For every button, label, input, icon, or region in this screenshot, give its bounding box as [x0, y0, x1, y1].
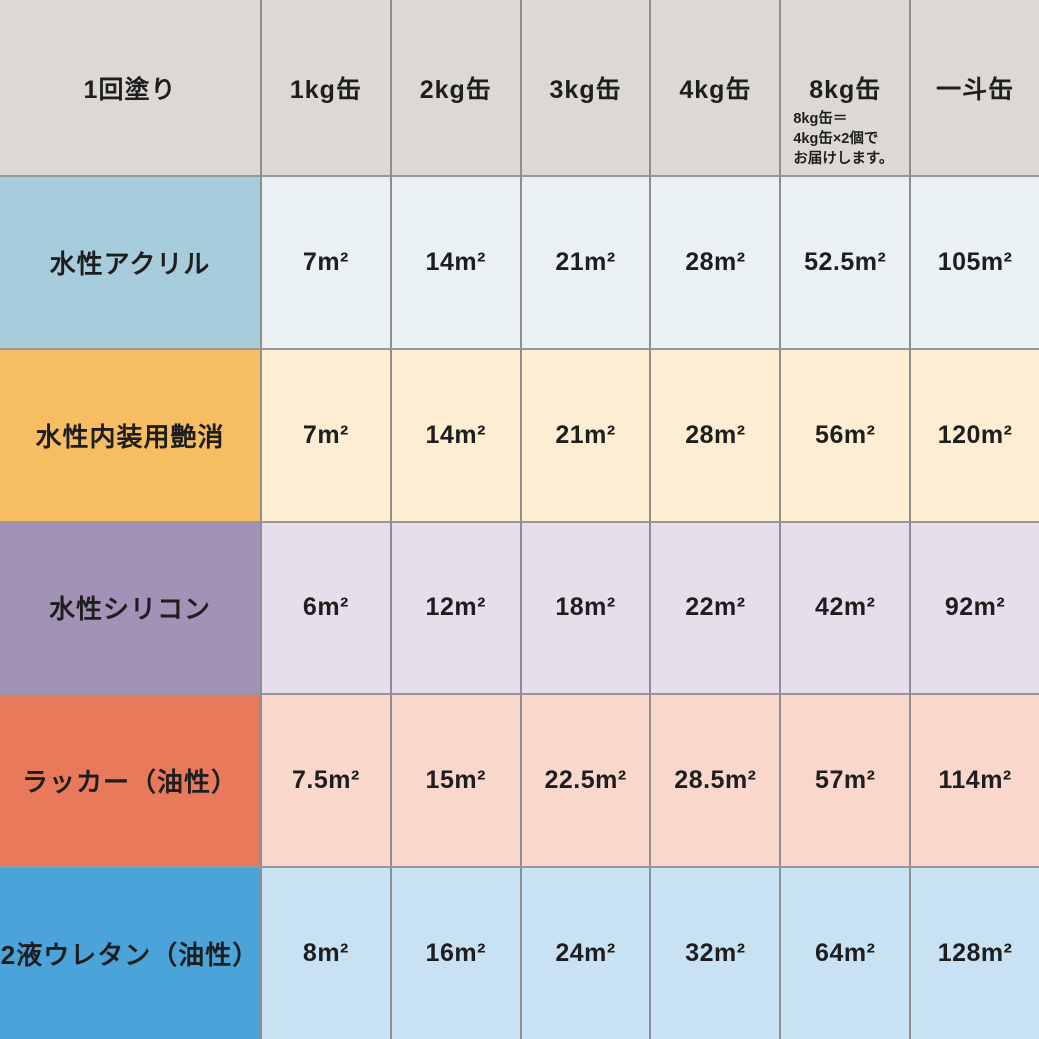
- coverage-cell: 7.5m²: [260, 693, 390, 867]
- column-header-label: 1kg缶: [289, 75, 362, 104]
- column-header-8kg: 8kg缶 8kg缶＝ 4kg缶×2個で お届けします。: [779, 0, 910, 175]
- coverage-cell: 64m²: [779, 866, 910, 1039]
- column-header-label: 4kg缶: [679, 75, 752, 104]
- row-label-suisei-acrylic: 水性アクリル: [0, 175, 260, 348]
- column-header-label: 8kg缶: [809, 75, 882, 104]
- coverage-cell: 15m²: [389, 693, 520, 867]
- coverage-cell: 12m²: [389, 520, 520, 694]
- column-header-label: 3kg缶: [549, 75, 622, 104]
- coverage-cell: 24m²: [519, 866, 650, 1039]
- coverage-cell: 57m²: [779, 693, 910, 867]
- coverage-cell: 28.5m²: [649, 693, 780, 867]
- coverage-cell: 18m²: [519, 520, 650, 694]
- coverage-cell: 21m²: [519, 347, 650, 521]
- row-label-2eki-urethane-yusei: 2液ウレタン（油性）: [0, 866, 260, 1039]
- column-header-itto: 一斗缶: [909, 0, 1039, 175]
- coverage-cell: 14m²: [389, 347, 520, 521]
- column-header-2kg: 2kg缶: [389, 0, 520, 175]
- 8kg-can-note: 8kg缶＝ 4kg缶×2個で お届けします。: [793, 109, 893, 169]
- corner-header: 1回塗り: [0, 0, 260, 175]
- coverage-cell: 7m²: [260, 347, 390, 521]
- coverage-cell: 6m²: [260, 520, 390, 694]
- coverage-cell: 28m²: [649, 347, 780, 521]
- row-label-lacquer-yusei: ラッカー（油性）: [0, 693, 260, 867]
- coverage-cell: 8m²: [260, 866, 390, 1039]
- column-header-label: 一斗缶: [936, 75, 1015, 104]
- coverage-cell: 21m²: [519, 175, 650, 348]
- coverage-cell: 114m²: [909, 693, 1039, 867]
- coverage-cell: 56m²: [779, 347, 910, 521]
- column-header-4kg: 4kg缶: [649, 0, 780, 175]
- coverage-cell: 105m²: [909, 175, 1039, 348]
- row-label-suisei-silicone: 水性シリコン: [0, 520, 260, 694]
- 8kg-can-note-line: 4kg缶×2個で: [793, 131, 879, 147]
- coverage-cell: 22m²: [649, 520, 780, 694]
- coverage-cell: 22.5m²: [519, 693, 650, 867]
- coverage-cell: 92m²: [909, 520, 1039, 694]
- coverage-cell: 52.5m²: [779, 175, 910, 348]
- column-header-3kg: 3kg缶: [519, 0, 650, 175]
- 8kg-can-note-line: 8kg缶＝: [793, 111, 848, 127]
- coverage-cell: 128m²: [909, 866, 1039, 1039]
- row-label-suisei-naisou-tsuyakeshi: 水性内装用艶消: [0, 347, 260, 521]
- coverage-cell: 16m²: [389, 866, 520, 1039]
- coverage-cell: 32m²: [649, 866, 780, 1039]
- column-header-label: 2kg缶: [419, 75, 492, 104]
- column-header-1kg: 1kg缶: [260, 0, 390, 175]
- coverage-cell: 7m²: [260, 175, 390, 348]
- coverage-cell: 42m²: [779, 520, 910, 694]
- 8kg-can-note-line: お届けします。: [793, 151, 894, 167]
- coverage-cell: 14m²: [389, 175, 520, 348]
- corner-header-label: 1回塗り: [83, 75, 177, 104]
- coverage-cell: 120m²: [909, 347, 1039, 521]
- coverage-cell: 28m²: [649, 175, 780, 348]
